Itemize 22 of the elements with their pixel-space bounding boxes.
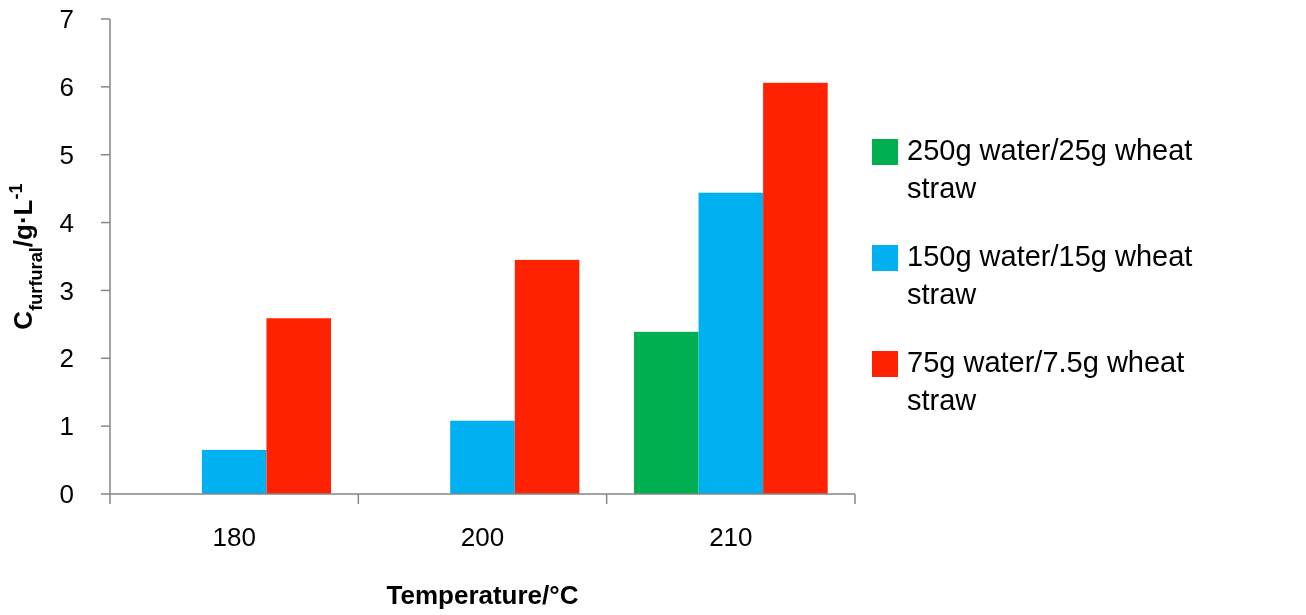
y-tick-label: 4: [59, 207, 74, 238]
legend-label: 75g water/7.5g wheat straw: [907, 346, 1185, 416]
y-tick-label: 3: [59, 275, 74, 306]
legend-label: 150g water/15g wheat straw: [907, 240, 1193, 310]
x-axis-title: Temperature/°C: [386, 580, 579, 610]
y-tick-label: 0: [59, 479, 74, 510]
y-tick-label: 1: [59, 411, 74, 442]
bar: [201, 449, 267, 494]
y-tick-label: 7: [59, 4, 74, 35]
legend-label: 250g water/25g wheat straw: [907, 134, 1193, 204]
x-tick-label: 200: [460, 522, 505, 552]
y-tick-label: 5: [59, 139, 74, 170]
x-tick-label: 210: [709, 522, 753, 552]
bar: [763, 82, 828, 494]
bar: [450, 420, 515, 494]
bar: [633, 331, 699, 494]
bar: [266, 318, 332, 494]
y-tick-label: 6: [59, 71, 74, 102]
y-tick-label: 2: [59, 343, 74, 374]
bar: [514, 259, 580, 494]
x-tick-label: 180: [212, 522, 256, 552]
bar: [698, 192, 764, 494]
